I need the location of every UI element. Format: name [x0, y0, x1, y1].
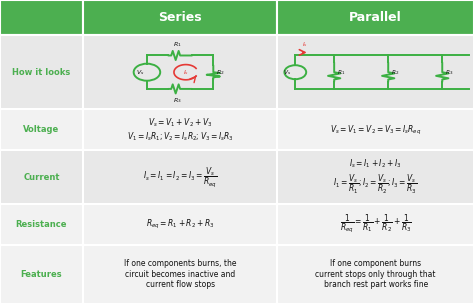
Text: $R_3$: $R_3$: [445, 68, 453, 77]
Text: $R_3$: $R_3$: [173, 96, 182, 105]
Text: $I_s$: $I_s$: [302, 40, 308, 50]
Bar: [0, 204, 83, 245]
Text: $R_1$: $R_1$: [173, 40, 182, 49]
Text: If one component burns
current stops only through that
branch rest part works fi: If one component burns current stops onl…: [315, 259, 436, 289]
Bar: [83, 150, 277, 204]
Bar: [0, 0, 83, 35]
Text: $R_2$: $R_2$: [216, 68, 225, 77]
Text: $R_1$: $R_1$: [337, 68, 345, 77]
Text: $\dfrac{1}{R_{eq}} = \dfrac{1}{R_1} + \dfrac{1}{R_2} + \dfrac{1}{R_3}$: $\dfrac{1}{R_{eq}} = \dfrac{1}{R_1} + \d…: [340, 213, 411, 235]
Bar: [83, 0, 277, 35]
Text: If one components burns, the
circuit becomes inactive and
current flow stops: If one components burns, the circuit bec…: [124, 259, 237, 289]
Text: $I_s$: $I_s$: [183, 68, 189, 77]
Text: $I_s = I_1 + I_2 + I_3$
$I_1 = \dfrac{V_s}{R_1}; I_2 = \dfrac{V_s}{R_2}; I_3 = \: $I_s = I_1 + I_2 + I_3$ $I_1 = \dfrac{V_…: [333, 158, 418, 196]
Bar: [83, 204, 277, 245]
Text: $R_2$: $R_2$: [391, 68, 399, 77]
Bar: [277, 35, 474, 109]
Text: Series: Series: [158, 11, 202, 24]
Text: $V_s = V_1 + V_2 + V_3$
$V_1 = I_sR_1; V_2 = I_sR_2; V_3 = I_sR_3$: $V_s = V_1 + V_2 + V_3$ $V_1 = I_sR_1; V…: [127, 116, 234, 143]
Text: Features: Features: [21, 270, 62, 279]
Bar: [0, 35, 83, 109]
Bar: [277, 245, 474, 304]
Text: Current: Current: [23, 173, 60, 181]
Bar: [0, 245, 83, 304]
Text: $V_s = V_1 = V_2 = V_3 = I_sR_{eq}$: $V_s = V_1 = V_2 = V_3 = I_sR_{eq}$: [330, 123, 421, 136]
Bar: [277, 0, 474, 35]
Text: $I_s = I_1 = I_2 = I_3 = \dfrac{V_s}{R_{eq}}$: $I_s = I_1 = I_2 = I_3 = \dfrac{V_s}{R_{…: [143, 165, 218, 189]
Bar: [83, 109, 277, 150]
Text: Voltage: Voltage: [23, 126, 60, 134]
Bar: [277, 109, 474, 150]
Text: $V_s$: $V_s$: [283, 68, 292, 77]
Bar: [277, 204, 474, 245]
Bar: [0, 150, 83, 204]
Bar: [0, 109, 83, 150]
Text: $R_{eq} = R_1 + R_2 + R_3$: $R_{eq} = R_1 + R_2 + R_3$: [146, 218, 214, 231]
Bar: [277, 150, 474, 204]
Text: $V_s$: $V_s$: [136, 68, 145, 77]
Text: Parallel: Parallel: [349, 11, 402, 24]
Text: How it looks: How it looks: [12, 68, 71, 77]
Text: Resistance: Resistance: [16, 220, 67, 229]
Bar: [83, 35, 277, 109]
Bar: [83, 245, 277, 304]
